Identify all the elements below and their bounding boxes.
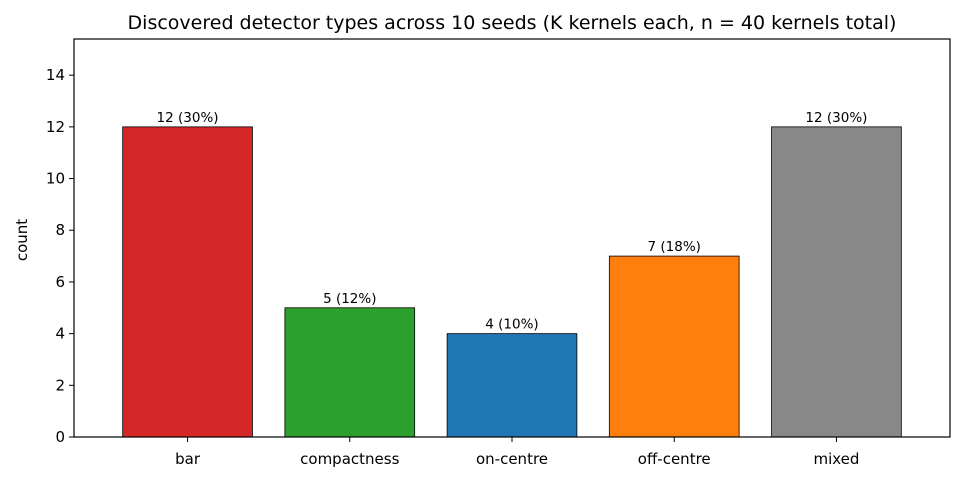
chart-title: Discovered detector types across 10 seed… [128, 12, 897, 34]
value-label-bar: 12 (30%) [157, 110, 219, 126]
y-tick-label: 12 [46, 118, 65, 136]
plot-area: 12 (30%) 5 (12%) 4 (10%) 7 (18%) 12 (30%) 0 2 4… [46, 38, 951, 468]
x-tick-label-on-centre: on-centre [476, 450, 548, 468]
x-tick-label-mixed: mixed [813, 450, 859, 468]
y-axis-label: count [13, 219, 31, 261]
value-label-compactness: 5 (12%) [323, 291, 376, 307]
bar-on-centre [446, 333, 578, 438]
x-tick-label-off-centre: off-centre [638, 450, 711, 468]
plot-frame [73, 38, 951, 438]
x-tick-label-compactness: compactness [300, 450, 399, 468]
y-tick-label: 10 [46, 170, 65, 188]
y-tick-label: 6 [55, 273, 65, 291]
y-tick-label: 14 [46, 66, 65, 84]
y-tick-label: 4 [55, 325, 65, 343]
value-label-on-centre: 4 (10%) [485, 317, 538, 333]
bar-bar [122, 126, 253, 438]
y-tick-label: 2 [55, 376, 65, 394]
value-label-mixed: 12 (30%) [805, 110, 867, 126]
y-tick-label: 8 [55, 221, 65, 239]
x-tick-label-bar: bar [175, 450, 201, 468]
bar-mixed [771, 126, 902, 438]
bar-compactness [284, 307, 416, 438]
value-label-off-centre: 7 (18%) [648, 239, 701, 255]
bar-off-centre [608, 255, 740, 438]
y-tick-label: 0 [55, 428, 65, 446]
